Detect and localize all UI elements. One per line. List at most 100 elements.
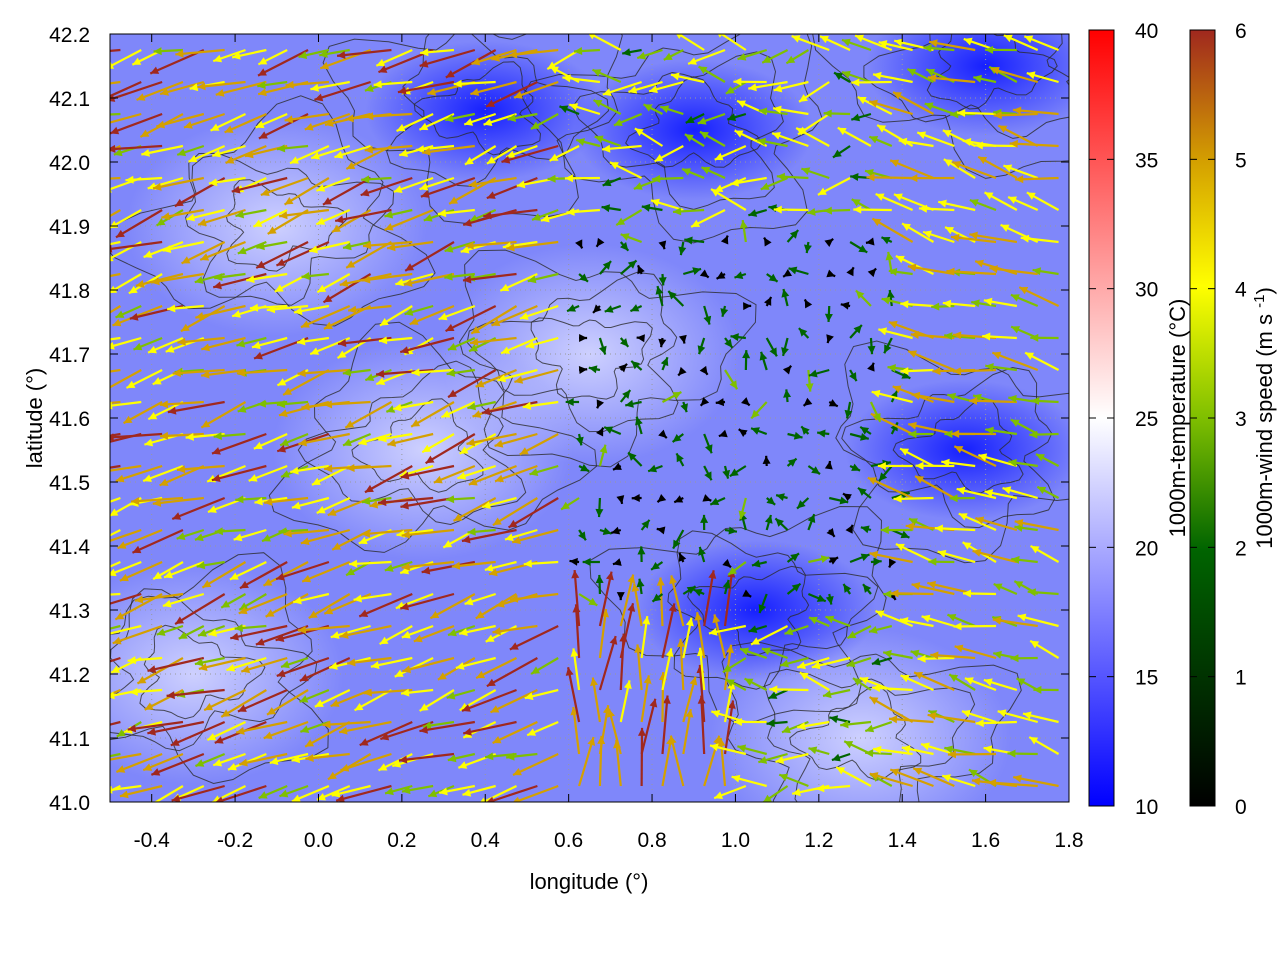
wind-vector-581 — [715, 398, 726, 407]
wind-vector-1018 — [197, 80, 246, 91]
wind-vector-993 — [659, 105, 684, 116]
wind-vector-213 — [712, 614, 727, 659]
wind-vector-72 — [661, 695, 671, 755]
wind-vector-794 — [342, 240, 371, 251]
wind-vector-1038 — [628, 80, 663, 94]
wind-vector-17 — [438, 784, 476, 796]
wind-vector-31 — [731, 774, 767, 788]
wind-vector-340 — [451, 560, 496, 570]
wind-vector-905 — [730, 176, 767, 187]
contour-8-1 — [225, 179, 348, 272]
wind-vector-786 — [162, 240, 205, 253]
wind-vector-41 — [941, 774, 976, 788]
wind-vector-274 — [992, 616, 1038, 628]
wind-vector-498 — [877, 461, 913, 470]
wind-vector-667 — [598, 337, 607, 355]
wind-vector-180 — [964, 677, 997, 692]
contour-1-2 — [572, 51, 784, 210]
wind-vector-102 — [299, 720, 330, 733]
wind-vector-1095 — [854, 34, 893, 52]
wind-vector-669 — [636, 334, 645, 343]
wind-vector-513 — [211, 432, 267, 455]
wind-vector-1071 — [336, 48, 392, 60]
wind-vector-275 — [1017, 613, 1059, 628]
contour-8-2 — [185, 152, 395, 306]
wind-vector-409 — [934, 524, 976, 533]
wind-vector-182 — [1015, 677, 1039, 691]
wind-vector-489 — [722, 465, 731, 479]
wind-vector-1076 — [445, 49, 497, 79]
wind-vector-806 — [619, 241, 630, 252]
wind-vector-974 — [255, 112, 288, 129]
wind-vector-885 — [316, 176, 351, 192]
wind-vector-891 — [420, 176, 476, 198]
wind-vector-10 — [291, 784, 330, 802]
wind-vector-889 — [393, 176, 434, 193]
wind-vector-161 — [598, 635, 618, 691]
wind-vector-820 — [871, 217, 914, 243]
temperature-colorbar-label-text: 1000m-temperature (°C) — [1165, 299, 1190, 538]
wind-vector-217 — [779, 656, 809, 668]
wind-vector-951 — [734, 129, 768, 147]
wind-vector-645 — [110, 336, 142, 350]
wind-vector-2 — [119, 784, 163, 799]
wind-vector-104 — [322, 720, 371, 729]
wind-vector-757 — [527, 272, 559, 284]
wind-vector-367 — [1030, 544, 1060, 563]
wind-vector-748 — [322, 273, 372, 304]
wind-vector-299 — [595, 574, 604, 595]
wind-vector-255 — [631, 583, 643, 627]
wind-vector-355 — [808, 555, 830, 564]
wind-vector-619 — [514, 368, 559, 384]
wind-vector-941 — [501, 144, 559, 164]
wind-vector-143 — [166, 688, 225, 700]
wind-vector-1030 — [453, 79, 496, 88]
wind-vector-1010 — [993, 111, 1038, 120]
wind-vector-672 — [697, 337, 706, 355]
wind-label-superscript: -1 — [1251, 295, 1268, 308]
wind-vector-27 — [668, 735, 685, 787]
wind-vector-1101 — [985, 45, 1017, 54]
wind-vector-618 — [497, 368, 538, 383]
wind-vector-369 — [110, 528, 142, 543]
wind-vector-131 — [888, 715, 934, 724]
wind-vector-584 — [783, 389, 792, 403]
wind-vector-1049 — [851, 78, 892, 87]
x-tick-label-9: 1.4 — [888, 829, 918, 852]
wind-vector-535 — [718, 429, 728, 438]
wind-vector-792 — [275, 240, 330, 267]
temperature-colorbar-tick-label-1: 15 — [1135, 667, 1158, 690]
wind-vector-413 — [1014, 518, 1059, 532]
wind-vector-140 — [129, 687, 163, 696]
wind-vector-899 — [609, 161, 643, 179]
wind-vector-836 — [252, 209, 288, 228]
wind-vector-63 — [447, 752, 476, 763]
wind-vector-985 — [483, 112, 517, 127]
wind-vector-1098 — [923, 44, 955, 53]
wind-vector-348 — [650, 561, 664, 571]
wind-vector-272 — [953, 622, 997, 631]
wind-vector-1050 — [872, 71, 913, 84]
wind-vector-399 — [764, 514, 773, 531]
wind-vector-771 — [846, 266, 855, 277]
plot-area — [110, 34, 1069, 802]
wind-vector-734 — [1010, 293, 1039, 308]
wind-vector-66 — [506, 752, 538, 761]
wind-vector-331 — [262, 561, 309, 587]
wind-vector-1065 — [231, 48, 267, 60]
wind-vector-276 — [110, 592, 121, 596]
wind-vector-721 — [764, 296, 773, 307]
wind-vector-52 — [212, 752, 246, 767]
wind-vector-576 — [619, 389, 632, 403]
wind-vector-678 — [826, 334, 834, 344]
wind-vector-631 — [805, 369, 814, 392]
wind-vector-743 — [212, 272, 267, 290]
wind-vector-473 — [346, 464, 392, 473]
wind-vector-938 — [464, 145, 497, 166]
wind-vector-719 — [720, 305, 729, 318]
wind-vector-955 — [832, 145, 851, 159]
wind-vector-859 — [748, 208, 768, 217]
wind-vector-479 — [468, 464, 517, 486]
wind-vector-926 — [211, 144, 246, 158]
wind-vector-294 — [464, 592, 497, 606]
